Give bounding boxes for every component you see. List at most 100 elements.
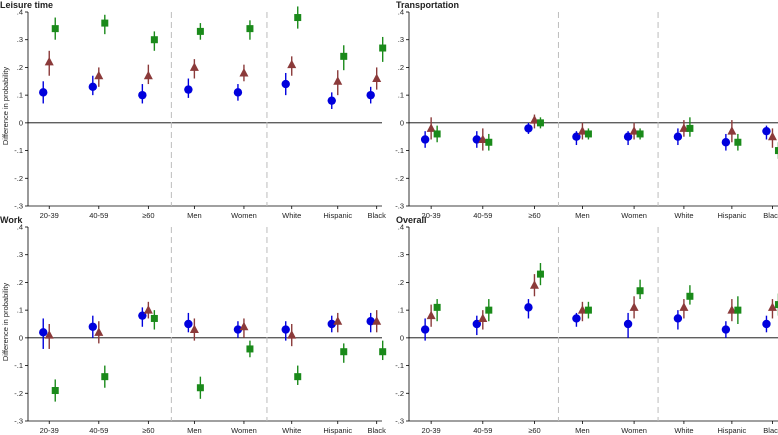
series-3-point: [636, 130, 644, 138]
series-1-point: [327, 319, 336, 329]
series-2-point: [94, 70, 104, 80]
series-1-point: [623, 319, 633, 329]
panel-work: Work Difference in probability .4 .3 .2 .1 0…: [0, 215, 387, 435]
series-1-point: [420, 325, 430, 334]
y-tick-label: -.3: [395, 202, 404, 211]
series-2-point: [44, 56, 54, 66]
series-2-point: [189, 324, 199, 334]
y-tick-label: .2: [398, 278, 404, 287]
series-2-point: [767, 131, 777, 141]
x-tick-label: ≥60: [142, 426, 154, 435]
series-1-point: [721, 325, 731, 334]
y-tick-label: .3: [398, 250, 404, 259]
x-tick-label: Women: [231, 211, 257, 220]
x-tick-label: Black: [763, 426, 778, 435]
series-1-point: [762, 319, 771, 329]
series-1-point: [472, 135, 481, 144]
series-1-point: [420, 135, 430, 144]
series-1-point: [673, 314, 683, 323]
series-3-point: [340, 52, 348, 60]
series-2-point: [529, 280, 539, 289]
series-2-point: [143, 305, 153, 314]
series-2-point: [372, 73, 382, 83]
series-1-point: [327, 96, 336, 105]
series-2-point: [143, 70, 153, 80]
series-3-point: [379, 348, 387, 356]
y-tick-label: .4: [398, 8, 404, 17]
series-3-point: [101, 373, 109, 381]
panel-leisure-time: Leisure time Difference in probability .…: [0, 0, 387, 220]
series-2-point: [94, 327, 104, 336]
x-tick-label: ≥60: [142, 211, 154, 220]
series-3-point: [294, 14, 302, 22]
y-tick-label: 0: [19, 333, 23, 342]
y-tick-label: -.2: [14, 389, 23, 398]
y-tick-label: -.2: [395, 174, 404, 183]
series-1-point: [233, 88, 243, 97]
series-2-point: [629, 302, 639, 311]
y-tick-label: .4: [398, 223, 404, 232]
y-tick-label: -.1: [14, 361, 23, 370]
series-3-point: [536, 270, 544, 278]
series-1-point: [366, 90, 375, 100]
series-3-point: [636, 287, 644, 295]
series-2-point: [333, 316, 343, 325]
series-2-point: [189, 62, 199, 71]
x-tick-label: White: [282, 426, 301, 435]
series-2-point: [727, 305, 737, 314]
y-tick-label: -.1: [395, 146, 404, 155]
y-tick-label: -.1: [395, 361, 404, 370]
y-tick-label: .4: [17, 8, 23, 17]
series-2-point: [239, 321, 249, 331]
series-3-point: [246, 345, 254, 353]
series-3-point: [536, 119, 544, 127]
x-tick-label: Men: [575, 211, 590, 220]
series-3-point: [433, 303, 441, 311]
panel-title: Work: [0, 215, 23, 225]
series-3-point: [150, 314, 158, 322]
x-tick-label: 20-39: [422, 211, 441, 220]
series-1-point: [39, 328, 48, 337]
y-tick-label: .3: [17, 250, 23, 259]
y-tick-label: .3: [17, 35, 23, 44]
y-axis-label: Difference in probability: [1, 283, 10, 361]
series-1-point: [762, 126, 771, 136]
y-tick-label: .2: [398, 63, 404, 72]
series-3-point: [340, 348, 348, 356]
y-tick-label: -.2: [395, 389, 404, 398]
series-2-point: [287, 59, 297, 69]
series-3-point: [734, 138, 742, 146]
y-tick-label: .4: [17, 223, 23, 232]
series-3-point: [485, 138, 493, 146]
series-3-point: [774, 147, 778, 155]
series-3-point: [686, 124, 694, 132]
x-tick-label: Men: [187, 211, 202, 220]
y-tick-label: -.2: [14, 174, 23, 183]
x-tick-label: 20-39: [422, 426, 441, 435]
series-2-point: [333, 76, 343, 85]
series-1-point: [39, 88, 48, 97]
x-tick-label: Women: [621, 426, 647, 435]
series-3-point: [246, 25, 254, 33]
series-3-point: [150, 36, 158, 44]
x-tick-label: 40-59: [89, 211, 108, 220]
y-tick-label: .1: [398, 306, 404, 315]
y-tick-label: 0: [19, 118, 23, 127]
y-tick-label: -.1: [14, 146, 23, 155]
series-2-point: [478, 313, 488, 322]
x-tick-label: Hispanic: [717, 211, 746, 220]
x-tick-label: ≥60: [528, 426, 540, 435]
series-1-point: [88, 82, 98, 92]
panel-title: Overall: [396, 215, 427, 225]
series-2-point: [426, 123, 436, 132]
series-3-point: [584, 130, 592, 138]
series-2-point: [239, 67, 249, 77]
y-tick-label: -.3: [14, 417, 23, 426]
x-tick-label: Women: [231, 426, 257, 435]
series-3-point: [101, 19, 109, 27]
series-2-point: [629, 126, 639, 135]
series-3-point: [433, 130, 441, 138]
series-1-point: [721, 138, 731, 147]
series-1-point: [524, 124, 533, 133]
series-1-point: [88, 322, 98, 331]
